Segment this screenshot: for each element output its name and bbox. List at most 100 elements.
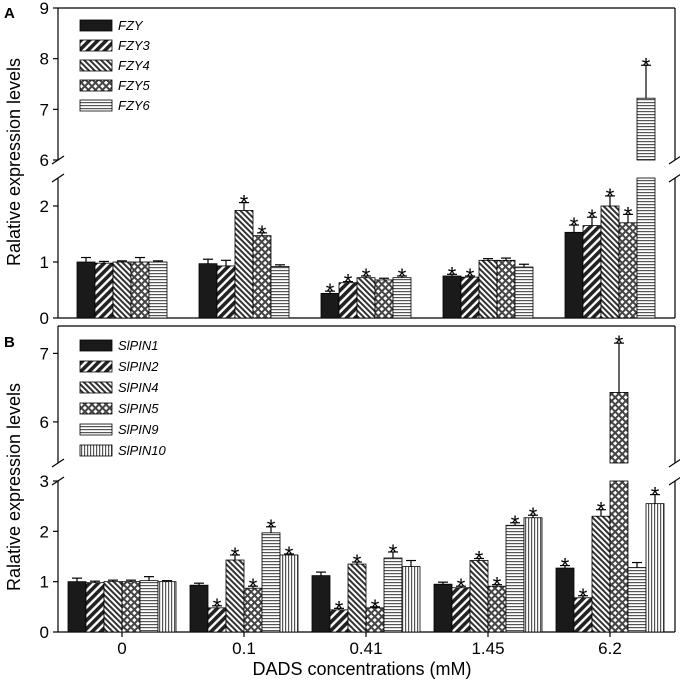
legend-label: FZY6 [118,98,151,113]
bar [591,515,611,633]
panel-a: 0 1 2 6 7 8 9 * * * * * * * * * * * * * FZY FZY3 FZY4 FZY5 FZY6 [40,0,680,328]
significance-star: * [615,331,624,356]
significance-star: * [570,213,579,238]
y-tick-label: 0 [40,623,49,642]
bar [636,177,656,319]
legend-label: SlPIN4 [118,380,158,395]
bar [514,266,534,319]
significance-star: * [240,191,249,216]
y-tick-label: 7 [40,344,49,363]
legend-label: SlPIN2 [118,359,159,374]
bar [609,480,629,633]
significance-star: * [258,221,267,246]
legend-swatch [79,79,113,92]
x-tick-label: 6.2 [598,639,622,658]
significance-star: * [457,574,466,599]
significance-star: * [493,573,502,598]
axis-break-mark [51,173,65,183]
y-tick-label: 9 [40,0,49,18]
bar [130,261,150,319]
y-tick-label: 6 [40,413,49,432]
bar [121,581,141,633]
significance-star: * [642,53,651,78]
legend-label: SlPIN10 [118,443,166,458]
axis-break-mark [668,155,680,165]
bar [261,532,281,633]
significance-star: * [326,279,335,304]
bar [234,210,254,319]
bar [645,503,665,633]
y-tick-label: 7 [40,100,49,119]
bar [401,566,421,633]
bar [505,524,525,633]
significance-star: * [466,264,475,289]
legend-swatch [79,99,113,112]
significance-star: * [267,515,276,540]
bar [112,261,132,319]
y-tick-label: 3 [40,472,49,491]
bar [496,259,516,319]
bar [433,583,453,633]
bar [225,559,245,633]
bar [383,557,403,633]
significance-star: * [371,595,380,620]
legend-label: FZY [118,18,144,33]
significance-star: * [389,540,398,565]
x-axis-label: DADS concentrations (mM) [252,659,471,679]
bar-upper [636,97,656,161]
y-axis-label-a: Ralative expression levels [4,58,24,266]
significance-star: * [398,264,407,289]
significance-star: * [285,542,294,567]
legend-swatch [79,381,113,394]
significance-star: * [448,262,457,287]
legend-label: FZY5 [118,78,151,93]
significance-star: * [579,584,588,609]
significance-star: * [249,574,258,599]
panel-letter-a: A [4,5,15,22]
axis-break-mark [668,458,680,468]
legend-swatch [79,19,113,32]
bar [478,259,498,319]
significance-star: * [651,483,660,508]
bar [216,265,236,319]
bar [189,584,209,633]
x-tick-label: 0.41 [349,639,382,658]
y-tick-label: 1 [40,253,49,272]
significance-star: * [511,511,520,536]
bar [618,222,638,319]
significance-star: * [475,547,484,572]
legend-label: FZY4 [118,58,150,73]
bar [85,582,105,633]
x-axis: 0 0.1 0.41 1.45 6.2 [117,632,622,658]
bar [627,567,647,633]
y-tick-label: 0 [40,309,49,328]
y-tick-label: 8 [40,50,49,69]
significance-star: * [588,205,597,230]
legend-swatch [79,423,113,436]
legend-label: SlPIN1 [118,338,158,353]
bar [67,581,87,633]
bar [252,235,272,319]
bar [564,231,584,319]
legend-swatch [79,402,113,415]
x-tick-label: 0 [117,639,126,658]
significance-star: * [561,554,570,579]
bar [374,279,394,319]
bar [198,263,218,319]
legend-swatch [79,444,113,457]
y-tick-label: 2 [40,197,49,216]
significance-star: * [353,550,362,575]
bar [76,261,96,319]
significance-star: * [597,498,606,523]
bar [148,261,168,319]
legend-swatch [79,360,113,373]
x-tick-label: 0.1 [232,639,256,658]
y-axis-label-b: Ralative expression levels [4,383,24,591]
bar [270,266,290,319]
bar [582,225,602,319]
significance-star: * [213,594,222,619]
bar [600,205,620,319]
axis-break-mark [668,173,680,183]
bar [157,581,177,633]
